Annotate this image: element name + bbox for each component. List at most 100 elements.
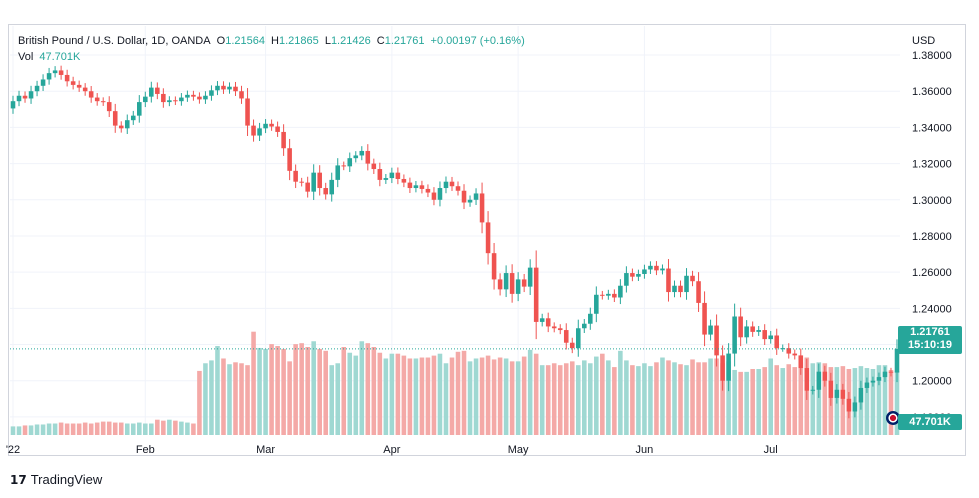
volume-bar [185, 422, 190, 435]
volume-bar [594, 356, 599, 435]
brand-name: TradingView [30, 472, 103, 487]
volume-bar [575, 365, 581, 435]
y-tick-label: 1.32000 [912, 159, 952, 171]
candle-body [678, 285, 683, 293]
symbol-title: British Pound / U.S. Dollar, 1D, OANDA [18, 35, 211, 47]
candle-body [732, 316, 737, 354]
y-tick-label: 1.24000 [912, 303, 952, 315]
candle-body [347, 158, 353, 167]
volume-bar [305, 347, 310, 435]
volume-bar [52, 423, 58, 435]
y-tick-label: 1.34000 [912, 122, 952, 134]
volume-bar [353, 355, 359, 435]
candle-body [708, 325, 713, 335]
candle-body [497, 279, 503, 290]
candle-body [527, 267, 533, 287]
y-tick-label: 1.28000 [912, 231, 952, 243]
candle-body [353, 155, 359, 159]
volume-bar [323, 350, 328, 435]
volume-bar [16, 426, 22, 435]
volume-bar [233, 362, 238, 435]
volume-bar [738, 371, 743, 435]
volume-bar [317, 348, 322, 435]
volume-bar [389, 353, 395, 435]
high-value: 1.21865 [278, 35, 319, 47]
volume-bar [810, 363, 816, 435]
candle-body [485, 222, 491, 254]
candle-body [491, 253, 497, 280]
volume-bar [46, 423, 52, 435]
volume-bar [269, 344, 274, 435]
volume-bar [672, 362, 677, 435]
volume-bar [299, 343, 304, 435]
candle-body [582, 323, 587, 329]
volume-bar [744, 371, 749, 435]
volume-bar [491, 359, 497, 435]
tradingview-footer[interactable]: 𝟭𝟳 TradingView [10, 472, 102, 487]
volume-bar [792, 367, 798, 435]
x-tick-label: Apr [383, 444, 400, 456]
volume-bar [10, 426, 16, 435]
volume-bar [335, 363, 341, 435]
volume-bar [533, 353, 539, 435]
candle-body [792, 353, 798, 356]
volume-bar [449, 357, 455, 435]
candle-body [720, 355, 725, 381]
candle-body [167, 100, 172, 103]
candle-body [293, 170, 298, 182]
candle-body [630, 273, 635, 277]
volume-bar [371, 347, 377, 435]
volume-bar [726, 361, 731, 435]
candle-body [876, 377, 882, 381]
candle-body [756, 330, 761, 332]
volume-bar [287, 361, 292, 435]
candle-body [768, 335, 773, 340]
candle-body [281, 131, 286, 149]
candle-body [185, 94, 190, 98]
candle-body [203, 95, 208, 100]
candle-body [377, 169, 383, 180]
volume-bar [762, 367, 767, 435]
candle-body [449, 181, 455, 187]
candle-body [239, 91, 244, 99]
candle-body [636, 273, 641, 277]
candle-body [509, 273, 515, 294]
candle-body [209, 90, 214, 96]
low-value: 1.21426 [330, 35, 371, 47]
volume-bar [395, 353, 401, 435]
x-tick-label: '22 [6, 444, 20, 456]
x-tick-label: Jun [636, 444, 654, 456]
candle-body [551, 326, 557, 329]
volume-bar [245, 365, 250, 435]
candle-body [894, 348, 900, 373]
candle-body [503, 273, 509, 290]
candle-body [335, 165, 341, 180]
last-price-value: 1.21761 [910, 326, 950, 338]
candle-body [563, 330, 569, 343]
last-price-badge: 1.21761 15:10:19 [898, 326, 962, 354]
volume-bar [690, 359, 695, 435]
volume-bar [377, 352, 383, 435]
candle-body [750, 326, 755, 332]
candle-body [852, 402, 858, 412]
candle-body [305, 182, 310, 192]
volume-bar [137, 422, 142, 435]
candle-body [323, 188, 328, 195]
y-tick-label: 1.36000 [912, 86, 952, 98]
candle-body [137, 102, 142, 116]
volume-bar [600, 353, 605, 435]
volume-bar [515, 361, 521, 435]
candle-body [215, 85, 220, 91]
candle-body [383, 178, 389, 180]
volume-bar [88, 423, 94, 435]
candle-body [299, 181, 304, 183]
candle-body [654, 265, 659, 271]
volume-bar [76, 423, 82, 435]
candle-body [275, 126, 280, 132]
x-tick-label: Feb [136, 444, 155, 456]
candle-body [161, 93, 166, 103]
y-tick-label: 1.26000 [912, 267, 952, 279]
volume-bar [425, 357, 431, 435]
volume-bar [70, 423, 76, 435]
